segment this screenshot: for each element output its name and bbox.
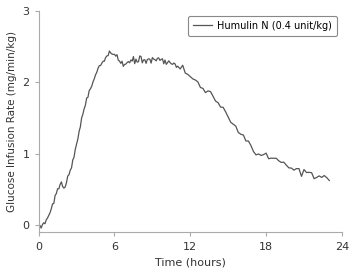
Humulin N (0.4 unit/kg) xyxy=(267,157,271,160)
Humulin N (0.4 unit/kg) xyxy=(107,49,111,53)
Humulin N (0.4 unit/kg) xyxy=(39,226,43,230)
Line: Humulin N (0.4 unit/kg): Humulin N (0.4 unit/kg) xyxy=(39,51,329,228)
X-axis label: Time (hours): Time (hours) xyxy=(155,257,226,267)
Humulin N (0.4 unit/kg) xyxy=(327,179,331,182)
Legend: Humulin N (0.4 unit/kg): Humulin N (0.4 unit/kg) xyxy=(188,16,337,36)
Humulin N (0.4 unit/kg) xyxy=(203,91,208,94)
Y-axis label: Glucose Infusion Rate (mg/min/kg): Glucose Infusion Rate (mg/min/kg) xyxy=(7,31,17,212)
Humulin N (0.4 unit/kg) xyxy=(287,166,291,170)
Humulin N (0.4 unit/kg) xyxy=(173,62,177,66)
Humulin N (0.4 unit/kg) xyxy=(77,130,81,133)
Humulin N (0.4 unit/kg) xyxy=(166,61,170,64)
Humulin N (0.4 unit/kg) xyxy=(37,224,41,227)
